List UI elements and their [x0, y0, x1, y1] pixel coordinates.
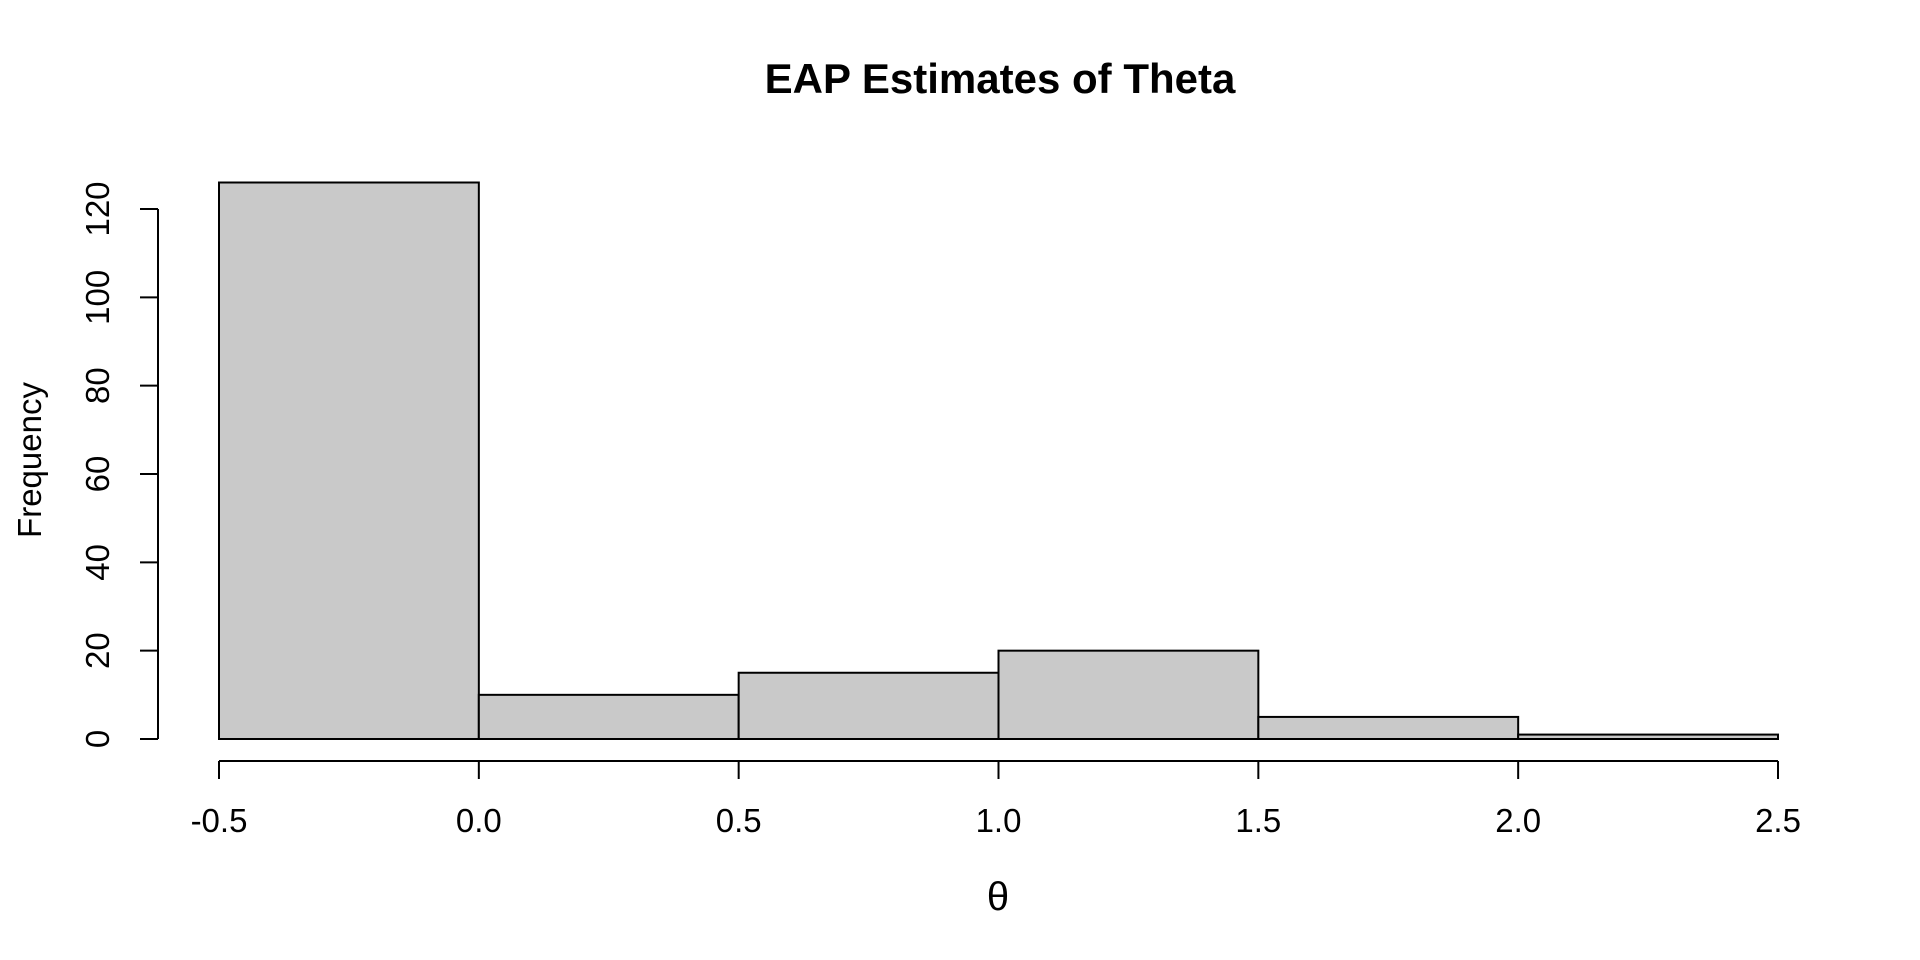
x-tick-label: 1.0 — [976, 802, 1022, 839]
x-axis-label: θ — [987, 875, 1009, 919]
histogram-bar — [737, 671, 1000, 740]
x-tick-label: 1.5 — [1235, 802, 1281, 839]
histogram-bar — [1257, 715, 1520, 741]
bars-group — [218, 181, 1779, 741]
x-tick-label: 2.5 — [1755, 802, 1801, 839]
y-tick-label: 0 — [79, 730, 116, 748]
y-tick-label: 20 — [79, 632, 116, 669]
x-axis-group: -0.5 0.0 0.5 1.0 1.5 2.0 2.5 — [191, 760, 1801, 839]
y-axis-group: 0 20 40 60 80 100 120 — [79, 181, 159, 748]
x-tick-label: 2.0 — [1495, 802, 1541, 839]
y-tick-label: 80 — [79, 367, 116, 404]
chart-title: EAP Estimates of Theta — [765, 55, 1236, 102]
y-tick-label: 40 — [79, 544, 116, 581]
y-tick-label: 120 — [79, 181, 116, 236]
histogram-bar — [477, 693, 740, 740]
x-tick-label: 0.5 — [716, 802, 762, 839]
histogram-bar — [1517, 733, 1779, 740]
y-tick-label: 60 — [79, 456, 116, 493]
histogram-bar — [218, 181, 480, 740]
y-axis-label: Frequency — [11, 382, 48, 538]
y-tick-label: 100 — [79, 270, 116, 325]
x-tick-label: -0.5 — [191, 802, 248, 839]
histogram-bar — [997, 649, 1260, 741]
x-tick-label: 0.0 — [456, 802, 502, 839]
